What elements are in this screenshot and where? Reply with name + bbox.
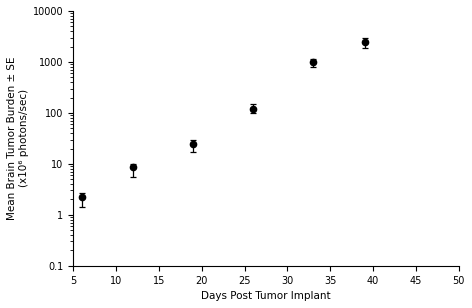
- X-axis label: Days Post Tumor Implant: Days Post Tumor Implant: [201, 291, 331, 301]
- Y-axis label: Mean Brain Tumor Burden ± SE
(x10⁶ photons/sec): Mean Brain Tumor Burden ± SE (x10⁶ photo…: [7, 57, 28, 220]
